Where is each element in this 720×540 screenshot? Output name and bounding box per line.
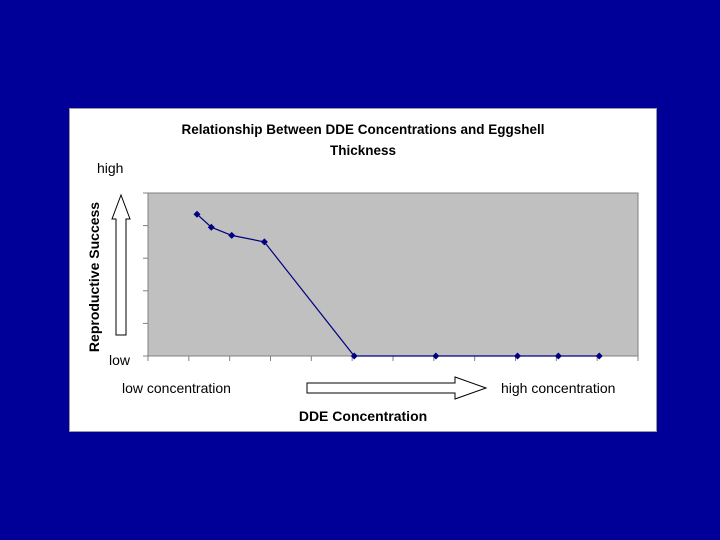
chart-title-line-1: Relationship Between DDE Concentrations … [181, 122, 545, 137]
y-axis-title: Reproductive Success [86, 202, 102, 352]
data-point-5 [432, 352, 440, 360]
chart-panel: Relationship Between DDE Concentrations … [69, 108, 657, 432]
plot-area [147, 192, 639, 357]
chart-canvas: Reproductive Success [86, 192, 639, 400]
data-point-4 [350, 352, 358, 360]
data-point-1 [207, 223, 215, 231]
data-point-3 [260, 238, 268, 246]
data-point-2 [228, 231, 236, 239]
data-point-8 [595, 352, 603, 360]
data-point-7 [554, 352, 562, 360]
y-high-label: high [97, 160, 124, 176]
x-axis-right-arrow [306, 376, 488, 400]
chart-title: Relationship Between DDE Concentrations … [70, 119, 656, 161]
data-point-0 [193, 210, 201, 218]
data-point-6 [514, 352, 522, 360]
chart-title-line-2: Thickness [329, 143, 397, 158]
x-high-label: high concentration [501, 380, 616, 396]
x-low-label: low concentration [122, 380, 231, 396]
y-low-label: low [109, 352, 131, 368]
y-axis-up-arrow [111, 193, 131, 336]
x-axis-title: DDE Concentration [298, 408, 428, 424]
